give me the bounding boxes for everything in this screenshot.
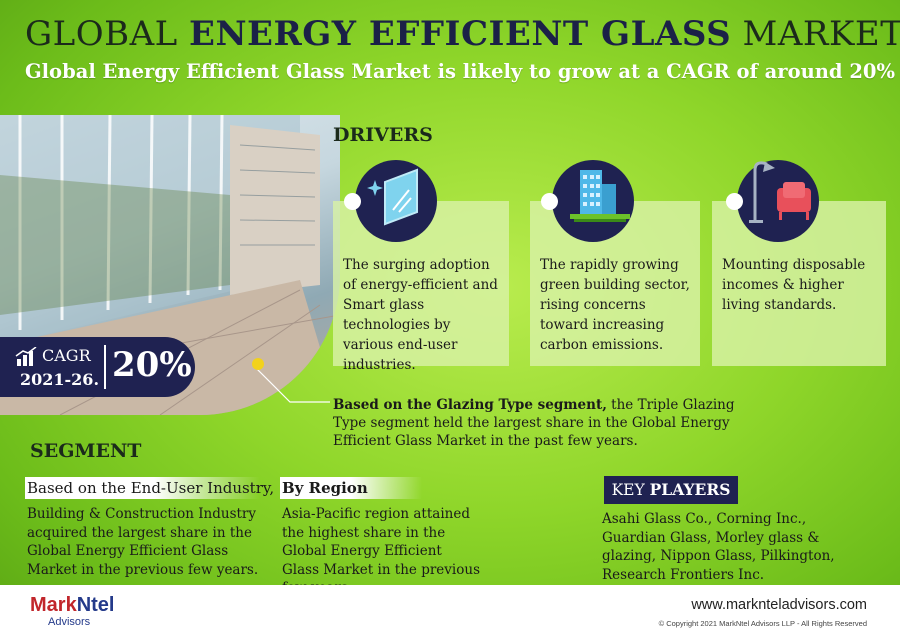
end-user-text: Building & Construction Industry acquire…	[27, 506, 259, 578]
subtitle: Global Energy Efficient Glass Market is …	[25, 60, 900, 83]
region-text: Asia-Pacific region attained the highest…	[282, 506, 480, 596]
website-link[interactable]: www.marknteladvisors.com	[691, 597, 867, 613]
cagr-label: CAGR	[42, 346, 91, 365]
bullet-dot	[726, 193, 743, 210]
bullet-dot	[541, 193, 558, 210]
logo-subtitle: Advisors	[48, 616, 91, 628]
cagr-period: 2021-26.	[20, 370, 100, 389]
copyright: © Copyright 2021 MarkNtel Advisors LLP -…	[658, 619, 867, 628]
driver-text: Mounting disposable incomes & higher liv…	[722, 257, 866, 313]
building-photo	[0, 115, 340, 415]
page-title: GLOBAL ENERGY EFFICIENT GLASS MARKET	[25, 14, 900, 54]
end-user-heading: Based on the End-User Industry,	[25, 477, 275, 499]
living-room-icon	[737, 160, 819, 242]
marIntel-logo: MarkNtel	[30, 594, 115, 616]
growth-chart-icon	[15, 347, 37, 366]
driver-text: The surging adoption of energy-efficient…	[343, 257, 498, 373]
cagr-badge: CAGR 2021-26. 20%	[0, 337, 195, 397]
divider	[104, 345, 106, 389]
driver-text: The rapidly growing green building secto…	[540, 257, 690, 353]
green-building-icon	[552, 160, 634, 242]
glazing-insight: Based on the Glazing Type segment, the T…	[333, 397, 735, 449]
segment-title: SEGMENT	[30, 440, 142, 462]
key-players-text: Asahi Glass Co., Corning Inc., Guardian …	[602, 511, 835, 583]
drivers-title: DRIVERS	[333, 124, 433, 146]
cagr-value: 20%	[112, 345, 192, 385]
bullet-dot	[344, 193, 361, 210]
glass-pane-icon	[355, 160, 437, 242]
key-players-title: KEY PLAYERS	[604, 476, 738, 504]
footer: MarkNtel Advisors www.marknteladvisors.c…	[0, 585, 900, 638]
region-heading: By Region	[280, 477, 422, 499]
